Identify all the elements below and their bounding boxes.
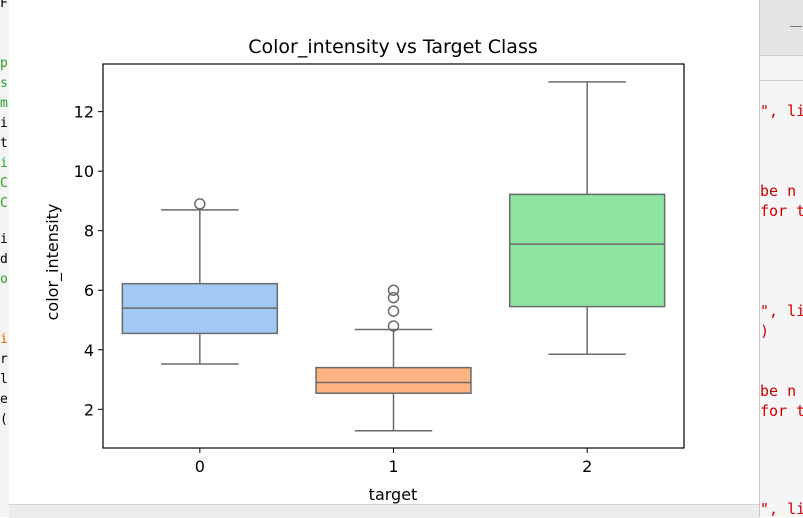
code-line-fragment: be n [760,382,797,400]
code-line-fragment: ( [0,412,8,427]
chart-figure: 2 4 6 8 10 12 0 1 2 Color_intensity vs Target Cl… [9,4,759,504]
code-line-fragment: ", li [760,302,803,320]
outlier-point [387,291,400,304]
code-line-fragment: s [0,76,8,91]
box-iqr [315,366,472,394]
divider [760,80,803,81]
code-line-fragment: r [0,352,8,367]
x-tick-label: 1 [388,457,398,476]
y-tick-label: 4 [84,341,94,360]
outlier-point [194,198,206,210]
code-line-fragment: be n [760,182,797,200]
code-line-fragment: for t [760,202,803,220]
editor-tab-bar[interactable] [760,0,803,56]
code-line-fragment: C [0,176,8,191]
code-editor-right-pane: ", li be n for t ", li) be n for t ", li [759,0,803,517]
code-line-fragment: i [0,116,8,131]
outlier-point [387,305,400,317]
y-tick-label: 8 [84,222,94,241]
code-line-fragment: ", li [760,500,803,517]
code-line-fragment: i [0,332,8,347]
x-tick-label: 2 [582,457,592,476]
code-line-fragment: ", li [760,102,803,120]
code-line-fragment: p [0,56,8,71]
y-tick-label: 2 [84,400,94,419]
code-line-fragment: ) [760,322,770,340]
code-line-fragment: C [0,196,8,211]
y-axis-label: color_intensity [43,204,63,321]
code-line-fragment: o [0,272,8,287]
y-tick-label: 12 [74,103,94,122]
y-tick-label: 6 [84,281,94,300]
box-iqr [508,193,666,308]
outlier-point [387,320,400,332]
minimize-icon[interactable] [790,26,802,27]
chart-title: Color_intensity vs Target Class [248,36,538,58]
code-line-fragment: t [0,136,8,151]
outlier-point [387,284,400,296]
figure-toolbar[interactable] [9,504,759,518]
code-line-fragment: m [0,96,8,111]
y-tick-label: 10 [74,162,94,181]
code-line-fragment: i [0,156,8,171]
x-axis-label: target [369,485,418,504]
code-line-fragment: for t [760,402,803,420]
code-line-fragment: i [0,232,8,247]
x-tick-label: 0 [195,457,205,476]
code-line-fragment: d [0,252,8,267]
code-line-fragment: F [0,0,8,11]
code-line-fragment: e [0,392,8,407]
code-line-fragment: l [0,372,8,387]
